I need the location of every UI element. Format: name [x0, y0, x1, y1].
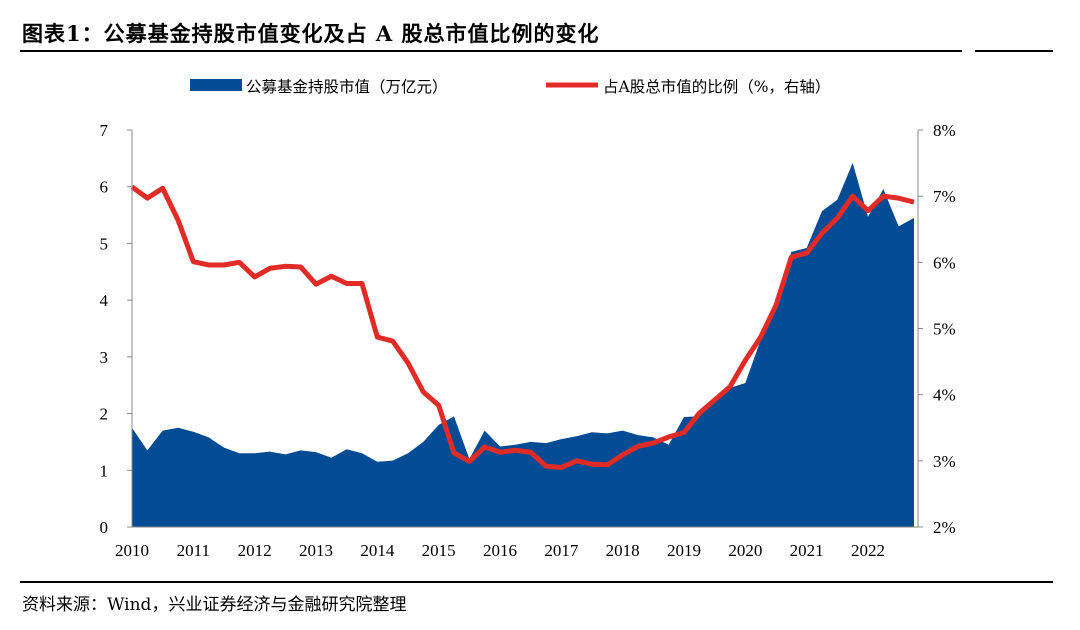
x-tick-label: 2017	[544, 541, 579, 560]
x-tick-label: 2018	[606, 541, 640, 560]
right-tick-label: 8%	[933, 121, 956, 140]
title-divider-right	[975, 50, 1053, 52]
right-tick-label: 6%	[933, 253, 956, 272]
x-tick-label: 2013	[299, 541, 333, 560]
right-tick-label: 7%	[933, 187, 956, 206]
left-tick-label: 0	[100, 518, 109, 537]
left-tick-label: 2	[100, 405, 109, 424]
right-tick-label: 3%	[933, 452, 956, 471]
x-tick-label: 2019	[667, 541, 701, 560]
x-tick-label: 2016	[483, 541, 517, 560]
legend-label-line: 占A股总市值的比例（%，右轴）	[603, 78, 830, 96]
source-note: 资料来源：Wind，兴业证券经济与金融研究院整理	[22, 595, 407, 615]
x-tick-label: 2022	[851, 541, 885, 560]
x-tick-label: 2015	[422, 541, 456, 560]
area-series-fund-holdings	[132, 162, 914, 527]
left-tick-label: 5	[100, 234, 109, 253]
x-tick-label: 2011	[177, 541, 210, 560]
x-tick-label: 2010	[115, 541, 149, 560]
left-tick-label: 3	[100, 348, 109, 367]
left-tick-label: 6	[100, 178, 109, 197]
line-series-share-ratio	[130, 184, 915, 470]
right-tick-label: 5%	[933, 320, 956, 339]
source-divider	[20, 581, 1053, 583]
left-tick-label: 4	[100, 291, 109, 310]
x-tick-label: 2014	[360, 541, 395, 560]
right-tick-label: 2%	[933, 518, 956, 537]
left-tick-label: 7	[100, 121, 109, 140]
legend-swatch-area	[190, 79, 242, 91]
legend-label-area: 公募基金持股市值（万亿元）	[246, 78, 448, 96]
right-tick-label: 4%	[933, 386, 956, 405]
x-tick-label: 2012	[238, 541, 272, 560]
figure-title: 图表1：公募基金持股市值变化及占 A 股总市值比例的变化	[22, 21, 600, 46]
x-tick-label: 2021	[790, 541, 824, 560]
left-tick-label: 1	[100, 461, 109, 480]
x-tick-label: 2020	[728, 541, 762, 560]
title-divider	[20, 50, 962, 52]
